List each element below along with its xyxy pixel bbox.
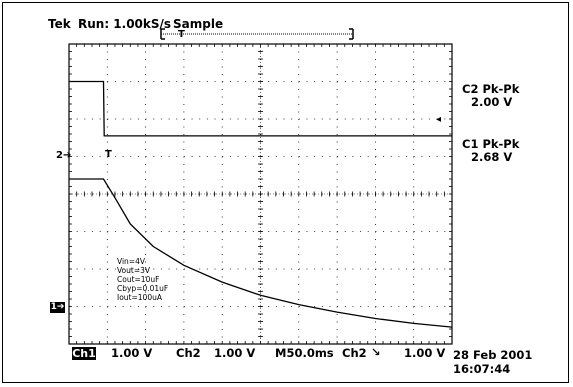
c2-measurement-label: C2 Pk-Pk bbox=[462, 82, 520, 96]
c1-measurement-label: C1 Pk-Pk bbox=[462, 137, 520, 151]
brand-logo: Tek bbox=[48, 17, 71, 31]
record-window-indicator: T bbox=[160, 28, 354, 40]
ch1-channel-badge: Ch1 bbox=[72, 347, 96, 360]
ch2-ground-marker: 2➔ bbox=[56, 150, 72, 161]
ch2-trace bbox=[69, 80, 452, 137]
ch1-trace bbox=[69, 178, 453, 328]
annotation-line: Cout=10uF bbox=[117, 275, 160, 284]
test-conditions-annotation: Vin=4V Vout=3V Cout=10uF Cbyp=0.01uF Iou… bbox=[117, 257, 168, 302]
ch2-scale: 1.00 V bbox=[214, 346, 256, 360]
timebase-readout: M50.0ms bbox=[275, 346, 334, 360]
trigger-point-marker: T bbox=[105, 149, 112, 160]
annotation-line: Iout=100uA bbox=[117, 293, 162, 302]
time-readout: 16:07:44 bbox=[453, 362, 511, 376]
ch2-label: Ch2 bbox=[176, 346, 201, 360]
ch1-ground-marker: 1➔ bbox=[50, 302, 65, 313]
trigger-level: 1.00 V bbox=[404, 346, 446, 360]
annotation-line: Vin=4V bbox=[117, 257, 145, 266]
trigger-level-arrow: ◂ bbox=[436, 114, 441, 125]
acquisition-mode: Sample bbox=[173, 17, 224, 31]
traces bbox=[69, 80, 453, 328]
trigger-source: Ch2 bbox=[342, 346, 367, 360]
graticule bbox=[68, 43, 453, 345]
screen-frame bbox=[2, 2, 569, 383]
ch1-scale: 1.00 V bbox=[111, 346, 153, 360]
c1-measurement-value: 2.68 V bbox=[471, 150, 513, 164]
c2-measurement-value: 2.00 V bbox=[471, 95, 513, 109]
annotation-line: Cbyp=0.01uF bbox=[117, 284, 169, 293]
trigger-slope-icon: ↘ bbox=[371, 345, 381, 359]
run-status: Run: 1.00kS/s bbox=[78, 17, 172, 31]
annotation-line: Vout=3V bbox=[117, 266, 151, 275]
date-readout: 28 Feb 2001 bbox=[453, 348, 533, 362]
svg-text:T: T bbox=[178, 29, 185, 40]
